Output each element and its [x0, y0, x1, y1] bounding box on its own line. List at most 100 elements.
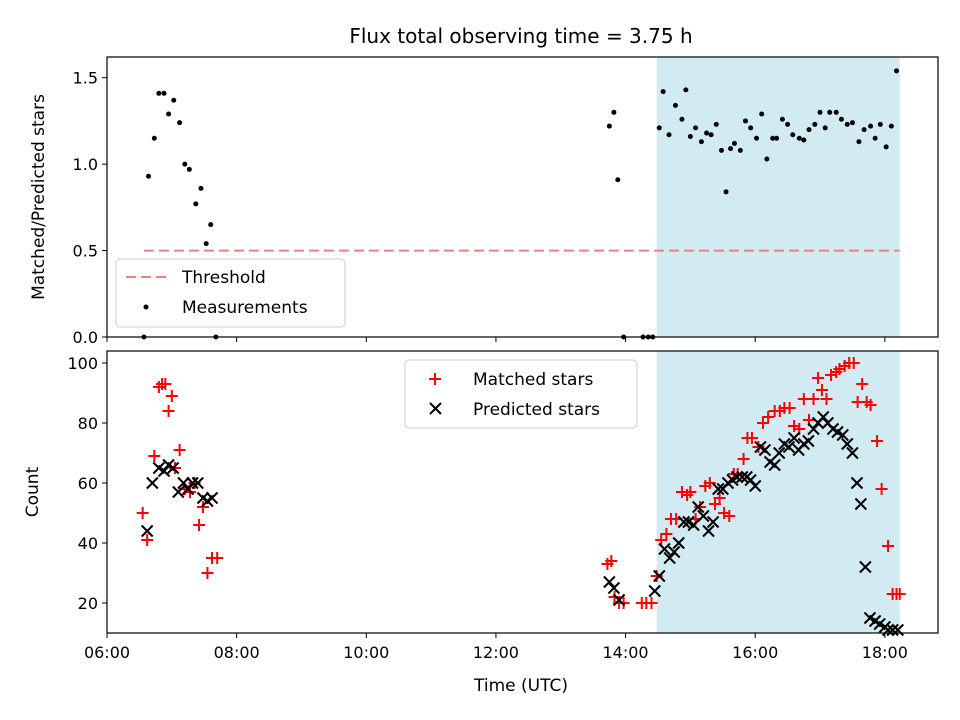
measurement-point	[838, 116, 844, 122]
measurement-point	[759, 111, 765, 117]
matched-star-marker	[655, 534, 668, 546]
matched-star-marker	[196, 501, 209, 513]
y-tick-label: 40	[78, 534, 98, 553]
matched-star-marker	[807, 393, 820, 405]
matched-star-marker	[162, 405, 175, 417]
measurement-point	[877, 121, 883, 127]
measurement-point	[177, 120, 183, 126]
matched-star-marker	[723, 510, 736, 522]
measurement-point	[764, 156, 770, 162]
legend-measurement-swatch	[143, 304, 149, 310]
predicted-star-marker	[191, 476, 204, 490]
top-x-ticks	[106, 337, 886, 342]
predicted-star-marker	[841, 437, 854, 451]
measurement-point	[151, 135, 157, 141]
matched-star-marker	[871, 435, 884, 447]
y-tick-label: 80	[78, 414, 98, 433]
measurement-point	[827, 109, 833, 115]
matched-star-marker	[864, 399, 877, 411]
measurement-point	[698, 139, 704, 145]
y-tick-label: 0.5	[73, 242, 98, 261]
predicted-star-marker	[607, 581, 621, 595]
predicted-star-marker	[653, 569, 666, 583]
measurement-point	[198, 185, 204, 191]
predicted-star-marker	[186, 476, 199, 490]
matched-star-marker	[812, 372, 825, 384]
legend-predicted-swatch	[429, 402, 442, 415]
predicted-star-marker	[648, 584, 661, 598]
measurement-point	[728, 146, 734, 152]
predicted-star-marker	[603, 575, 616, 589]
predicted-star-marker	[146, 476, 159, 490]
predicted-star-marker	[667, 545, 681, 559]
y-tick-label: 0.0	[73, 328, 98, 347]
predicted-star-marker	[736, 470, 749, 484]
matched-star-marker	[193, 519, 206, 531]
predicted-star-marker	[891, 623, 905, 637]
matched-star-marker	[815, 384, 828, 396]
predicted-star-marker	[854, 497, 868, 511]
top-y-axis-label: Matched/Predicted stars	[29, 94, 49, 300]
predicted-star-marker	[663, 551, 676, 565]
predicted-star-marker	[730, 470, 744, 484]
predicted-star-marker	[744, 473, 757, 487]
measurement-point	[186, 166, 192, 172]
legend-threshold-label: Threshold	[181, 268, 266, 288]
top-legend: Threshold Measurements	[115, 258, 346, 328]
measurement-point	[748, 125, 754, 131]
bottom-legend-box	[404, 359, 638, 429]
measurement-point	[806, 127, 812, 133]
measurement-point	[817, 109, 823, 115]
matched-star-marker	[875, 483, 888, 495]
predicted-star-marker	[205, 491, 219, 505]
measurement-point	[770, 135, 776, 141]
matched-star-marker	[694, 501, 707, 513]
measurement-point	[801, 137, 807, 143]
legend-predicted-label: Predicted stars	[473, 400, 600, 420]
x-tick-label: 14:00	[603, 643, 649, 662]
predicted-star-marker	[697, 509, 710, 523]
predicted-star-marker	[748, 479, 762, 493]
measurement-point	[872, 135, 878, 141]
x-tick-label: 10:00	[343, 643, 389, 662]
measurement-point	[203, 241, 209, 247]
measurement-point	[731, 140, 737, 146]
measurement-point	[785, 121, 791, 127]
measurement-point	[856, 139, 862, 145]
count-panel: 20 40 60 80 100 06:00 08:00 10:00 12:00 14:00 16:…	[23, 350, 939, 696]
predicted-star-marker	[859, 560, 872, 574]
predicted-star-marker	[687, 518, 700, 532]
predicted-star-marker	[658, 542, 671, 556]
bottom-x-ticks: 06:00 08:00 10:00 12:00 14:00 16:00 18:00	[84, 633, 908, 662]
measurement-point	[615, 177, 621, 183]
matched-star-marker	[882, 540, 895, 552]
predicted-star-marker	[181, 482, 195, 496]
measurement-point	[193, 201, 199, 207]
top-legend-box	[115, 258, 346, 328]
measurement-point	[145, 173, 151, 179]
observing-window-span	[656, 351, 900, 633]
measurement-point	[606, 123, 612, 129]
predicted-star-marker	[886, 623, 899, 637]
x-tick-label: 06:00	[84, 643, 130, 662]
predicted-star-marker	[672, 536, 685, 550]
measurement-point	[660, 89, 666, 95]
measurement-point	[208, 222, 214, 228]
predicted-star-marker	[140, 524, 154, 538]
matched-star-marker	[756, 417, 769, 429]
measurement-point	[713, 121, 719, 127]
predicted-star-marker	[702, 524, 715, 538]
matched-star-marker	[847, 357, 860, 369]
matched-star-marker	[713, 492, 726, 504]
matched-star-marker	[136, 507, 149, 519]
measurement-point	[656, 125, 662, 131]
matched-star-marker	[605, 555, 618, 567]
x-axis-label: Time (UTC)	[473, 676, 568, 696]
measurement-point	[704, 130, 710, 136]
matched-star-marker	[820, 393, 833, 405]
measurement-point	[774, 135, 780, 141]
measurement-point	[723, 189, 729, 195]
matched-star-marker	[148, 450, 161, 462]
matched-star-marker	[211, 552, 224, 564]
predicted-stars-points	[140, 410, 905, 637]
